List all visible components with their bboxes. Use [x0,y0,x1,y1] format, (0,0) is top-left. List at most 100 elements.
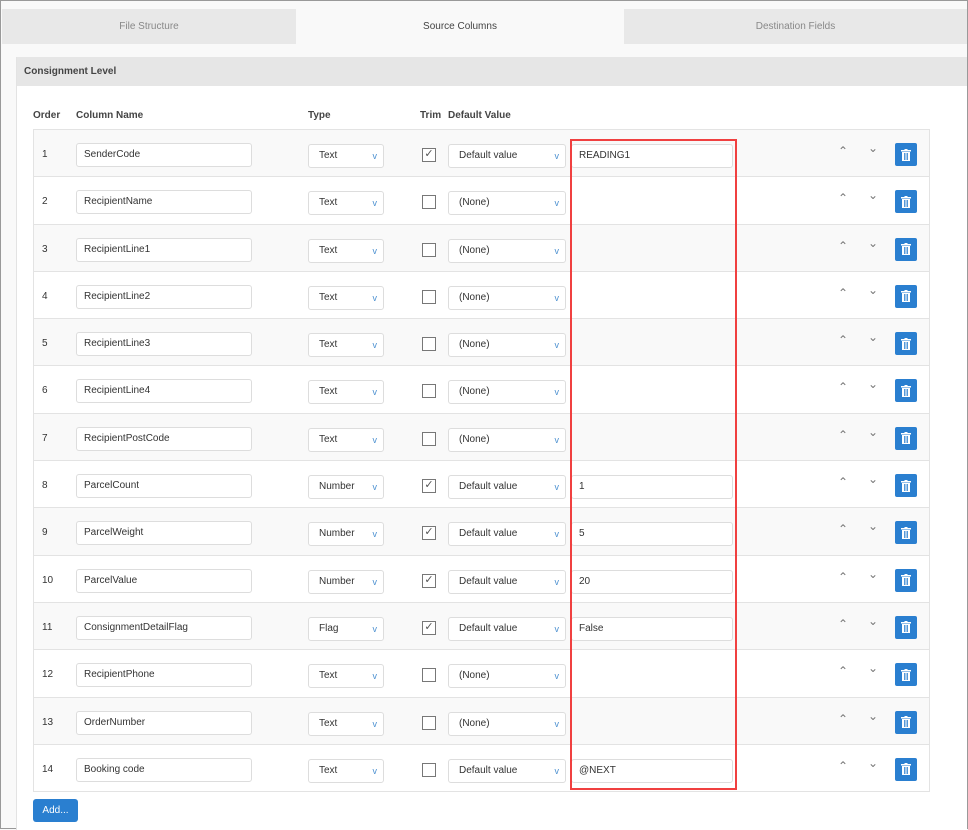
type-select[interactable]: Text v [308,711,384,736]
trim-checkbox[interactable] [422,195,436,210]
trim-checkbox[interactable]: ✓ [422,148,436,162]
type-select[interactable]: Text v [308,427,384,452]
default-mode-select[interactable]: (None) v [448,380,566,405]
trim-checkbox[interactable] [422,337,436,352]
move-up-icon[interactable]: ⌃ [838,522,849,537]
delete-button[interactable] [895,426,917,450]
column-name-input[interactable]: RecipientName [76,190,252,215]
move-down-icon[interactable]: ⌄ [868,235,879,250]
move-down-icon[interactable]: ⌄ [868,519,879,534]
move-up-icon[interactable]: ⌃ [838,427,849,442]
delete-button[interactable] [895,143,917,166]
delete-button[interactable] [895,237,917,261]
column-name-input[interactable]: RecipientPhone [76,663,252,688]
column-name-input[interactable]: RecipientPostCode [76,426,252,451]
default-mode-select[interactable]: (None) v [448,664,566,689]
default-mode-select[interactable]: Default value v [448,616,566,641]
move-up-icon[interactable]: ⌃ [838,333,849,348]
delete-button[interactable] [895,568,917,592]
move-up-icon[interactable]: ⌃ [838,238,849,253]
delete-button[interactable] [895,710,917,734]
default-mode-select[interactable]: (None) v [448,333,566,358]
default-mode-select[interactable]: Default value v [448,569,566,594]
add-button[interactable]: Add... [33,799,78,822]
column-name-input[interactable]: Booking code [76,757,252,782]
type-select[interactable]: Text v [308,664,384,689]
default-mode-select[interactable]: Default value v [448,475,566,500]
type-select[interactable]: Number v [308,569,384,594]
type-select[interactable]: Number v [308,475,384,500]
trim-checkbox[interactable] [422,242,436,257]
tab-destination-fields[interactable]: Destination Fields [624,9,967,44]
type-select[interactable]: Number v [308,522,384,547]
default-value-input[interactable]: 20 [571,569,733,594]
move-up-icon[interactable]: ⌃ [838,758,849,773]
delete-button[interactable] [895,615,917,639]
tab-source-columns[interactable]: Source Columns [296,9,624,44]
move-down-icon[interactable]: ⌄ [868,330,879,345]
type-select[interactable]: Text v [308,191,384,216]
default-value-input[interactable]: @NEXT [571,758,733,783]
trim-checkbox[interactable]: ✓ [422,526,436,541]
type-select[interactable]: Text v [308,380,384,405]
delete-button[interactable] [895,663,917,687]
type-select[interactable]: Text v [308,238,384,263]
move-up-icon[interactable]: ⌃ [838,285,849,300]
default-mode-select[interactable]: Default value v [448,144,566,168]
column-name-input[interactable]: SenderCode [76,143,252,167]
trim-checkbox[interactable] [422,384,436,399]
move-up-icon[interactable]: ⌃ [838,569,849,584]
move-down-icon[interactable]: ⌄ [868,661,879,676]
column-name-input[interactable]: ParcelCount [76,474,252,499]
trim-checkbox[interactable]: ✓ [422,479,436,494]
default-value-input[interactable]: 5 [571,522,733,547]
delete-button[interactable] [895,379,917,403]
move-down-icon[interactable]: ⌄ [868,472,879,487]
delete-button[interactable] [895,332,917,356]
column-name-input[interactable]: RecipientLine3 [76,332,252,357]
column-name-input[interactable]: ConsignmentDetailFlag [76,615,252,640]
type-select[interactable]: Text v [308,333,384,358]
trim-checkbox[interactable]: ✓ [422,573,436,588]
move-down-icon[interactable]: ⌄ [868,755,879,770]
trim-checkbox[interactable] [422,668,436,683]
move-up-icon[interactable]: ⌃ [838,191,849,206]
column-name-input[interactable]: OrderNumber [76,710,252,735]
delete-button[interactable] [895,474,917,498]
delete-button[interactable] [895,521,917,545]
move-down-icon[interactable]: ⌄ [868,708,879,723]
type-select[interactable]: Text v [308,758,384,783]
move-down-icon[interactable]: ⌄ [868,613,879,628]
default-mode-select[interactable]: Default value v [448,522,566,547]
column-name-input[interactable]: RecipientLine1 [76,237,252,262]
tab-file-structure[interactable]: File Structure [2,9,296,44]
default-value-input[interactable]: READING1 [571,144,733,168]
default-mode-select[interactable]: (None) v [448,427,566,452]
default-mode-select[interactable]: (None) v [448,285,566,310]
type-select[interactable]: Text v [308,285,384,310]
move-up-icon[interactable]: ⌃ [838,664,849,679]
move-down-icon[interactable]: ⌄ [868,282,879,297]
move-up-icon[interactable]: ⌃ [838,144,849,158]
move-down-icon[interactable]: ⌄ [868,566,879,581]
move-up-icon[interactable]: ⌃ [838,475,849,490]
trim-checkbox[interactable] [422,762,436,777]
column-name-input[interactable]: RecipientLine2 [76,284,252,309]
delete-button[interactable] [895,757,917,781]
move-down-icon[interactable]: ⌄ [868,424,879,439]
default-value-input[interactable]: False [571,616,733,641]
move-down-icon[interactable]: ⌄ [868,141,879,155]
move-up-icon[interactable]: ⌃ [838,711,849,726]
column-name-input[interactable]: ParcelWeight [76,521,252,546]
default-mode-select[interactable]: (None) v [448,191,566,216]
default-value-input[interactable]: 1 [571,475,733,500]
default-mode-select[interactable]: Default value v [448,758,566,783]
trim-checkbox[interactable] [422,289,436,304]
default-mode-select[interactable]: (None) v [448,238,566,263]
trim-checkbox[interactable] [422,715,436,730]
column-name-input[interactable]: RecipientLine4 [76,379,252,404]
move-up-icon[interactable]: ⌃ [838,380,849,395]
column-name-input[interactable]: ParcelValue [76,568,252,593]
move-down-icon[interactable]: ⌄ [868,377,879,392]
move-up-icon[interactable]: ⌃ [838,616,849,631]
